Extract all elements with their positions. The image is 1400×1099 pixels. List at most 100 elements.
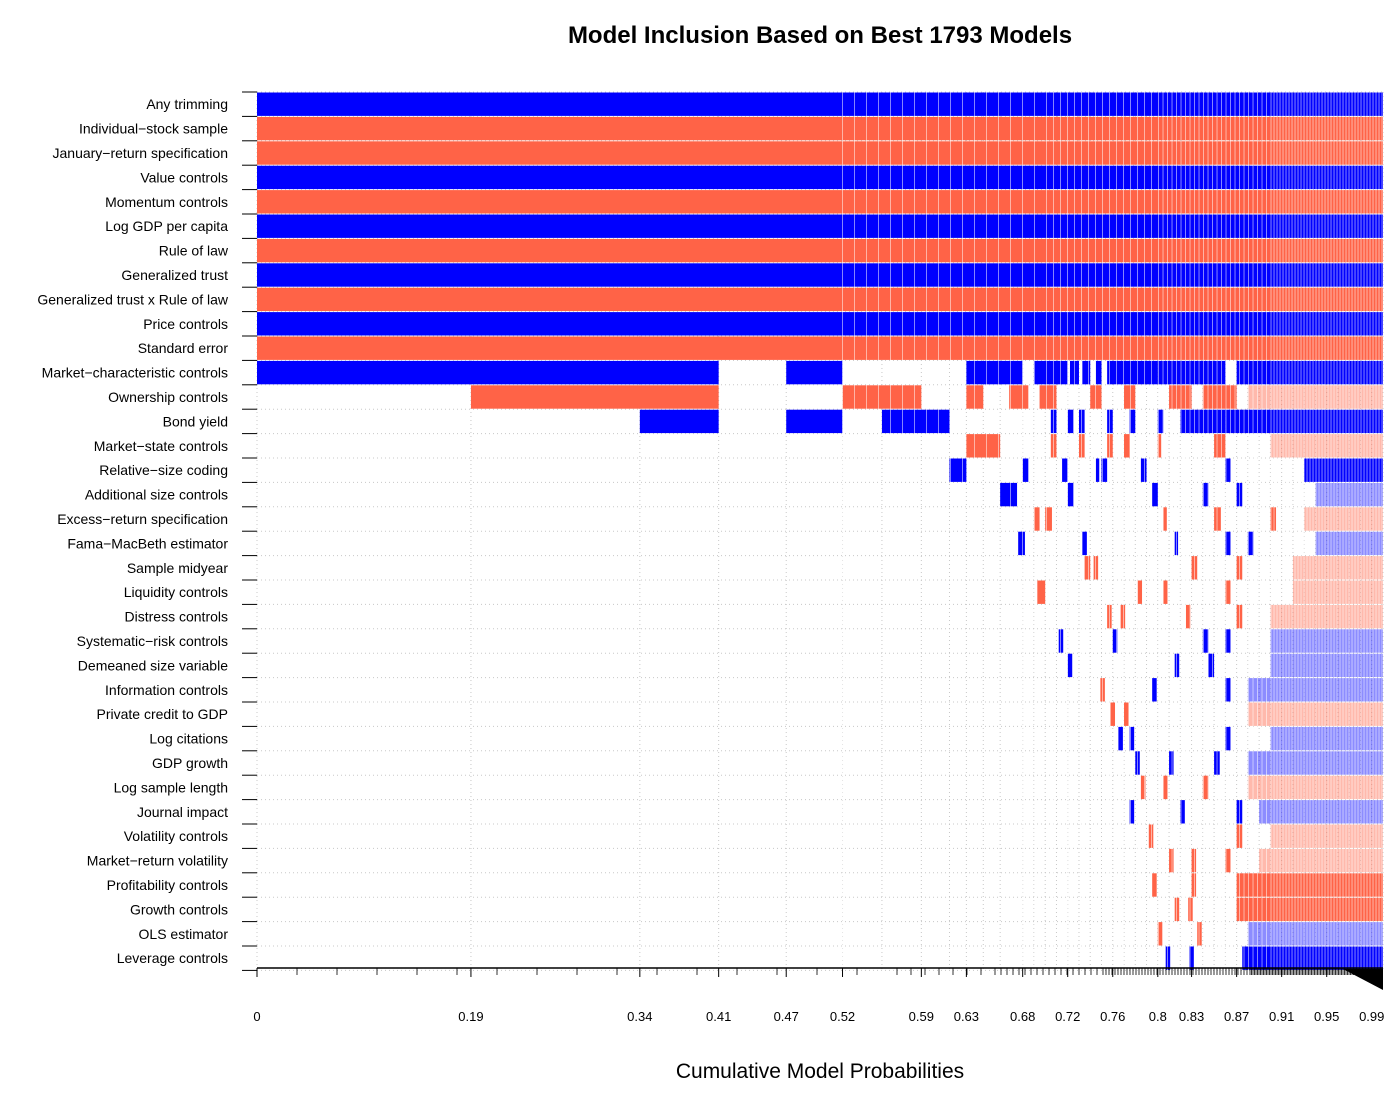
chart-title: Model Inclusion Based on Best 1793 Model… [568,22,1072,49]
variable-label: Log sample length [114,779,228,795]
inclusion-cell [1169,751,1174,775]
inclusion-cell [1270,629,1383,653]
inclusion-cell [966,360,1023,385]
x-tick-label: 0.91 [1269,1009,1294,1024]
inclusion-cell [257,263,1383,287]
inclusion-cell [1157,922,1163,946]
inclusion-cell [1009,385,1029,409]
inclusion-cell [1191,848,1197,873]
inclusion-cell [257,190,1383,214]
inclusion-cell [1202,629,1209,653]
inclusion-cell [1101,458,1108,482]
inclusion-cell [786,360,843,385]
inclusion-cell [1129,800,1135,824]
variable-label: Any trimming [146,96,228,112]
inclusion-cell [1169,848,1174,873]
variable-label: Demeaned size variable [78,657,228,673]
inclusion-cell [1174,897,1180,922]
x-tick-label: 0.19 [458,1009,483,1024]
inclusion-cell [1082,360,1091,385]
inclusion-cell [257,92,1383,116]
inclusion-cell [1247,678,1383,702]
inclusion-cell [1140,458,1147,482]
inclusion-cell [1270,434,1383,458]
inclusion-cell [1062,458,1068,482]
inclusion-cell [1045,507,1052,531]
inclusion-cell [1202,385,1237,409]
inclusion-cell [1188,897,1193,922]
variable-label: Individual−stock sample [79,121,228,137]
inclusion-cell [1067,409,1074,434]
inclusion-cell [1259,800,1383,824]
variable-label: Market−state controls [94,438,228,454]
inclusion-cell [1185,604,1191,629]
inclusion-cell [1165,946,1171,970]
inclusion-cell [1270,604,1383,629]
inclusion-cell [1148,824,1154,848]
inclusion-cell [1304,507,1383,531]
variable-label: Liquidity controls [124,584,228,600]
inclusion-cell [257,336,1383,360]
x-tick-label: 0.47 [774,1009,799,1024]
variable-label: January−return specification [53,145,229,161]
x-tick-label: 0.34 [627,1009,652,1024]
variable-label: Price controls [143,316,228,332]
x-tick-label: 0.41 [706,1009,731,1024]
inclusion-cell [1152,873,1157,897]
inclusion-cell [1157,360,1226,385]
inclusion-cell [1022,458,1029,482]
inclusion-cell [1124,385,1136,409]
inclusion-cell [1140,775,1146,800]
inclusion-cell [1214,507,1221,531]
inclusion-cell [1225,629,1231,653]
inclusion-cell [1197,922,1202,946]
inclusion-cell [949,458,967,482]
inclusion-cell [1180,800,1185,824]
inclusion-cell [257,116,1383,141]
inclusion-cell [1124,434,1130,458]
variable-label: Sample midyear [127,560,228,576]
variable-label: Market−return volatility [87,853,228,869]
inclusion-cell [1270,726,1383,751]
inclusion-cell [1082,531,1087,556]
inclusion-cell [1259,848,1383,873]
inclusion-cells [257,92,1383,971]
inclusion-cell [1095,360,1102,385]
x-tick-label: 0.68 [1010,1009,1035,1024]
inclusion-cell [639,409,719,434]
variable-label: Ownership controls [108,389,228,405]
inclusion-cell [966,434,1001,458]
inclusion-cell [1225,678,1231,702]
x-tick-label: 0.72 [1055,1009,1080,1024]
inclusion-cell [1110,702,1116,726]
variable-label: Private credit to GDP [97,706,229,722]
inclusion-cell [1225,531,1231,556]
inclusion-cell [1360,458,1383,482]
inclusion-cell [1118,726,1123,751]
x-tick-label: 0.83 [1179,1009,1204,1024]
variable-label: Value controls [140,169,228,185]
variable-label: Profitability controls [107,877,228,893]
inclusion-cell [1270,824,1383,848]
variable-label: Information controls [105,682,228,698]
inclusion-cell [1018,531,1025,556]
x-tick-label: 0.95 [1314,1009,1339,1024]
inclusion-cell [1107,434,1113,458]
variable-label: Log citations [149,731,228,747]
inclusion-cell [1214,434,1226,458]
x-axis: 0 0.19 0.34 0.41 0.47 0.52 0.59 0.63 0.68 0.72 0.7… [253,967,1384,1024]
variable-label: Volatility controls [124,828,228,844]
inclusion-cell [257,312,1383,336]
variable-label: Market−characteristic controls [42,365,228,381]
inclusion-cell [1247,531,1254,556]
inclusion-cell [1137,580,1143,604]
inclusion-cell [257,238,1383,263]
inclusion-cell [257,360,719,385]
variable-label: Generalized trust x Rule of law [37,291,229,307]
inclusion-cell [1180,409,1226,434]
variable-label: OLS estimator [139,926,229,942]
variable-label: Bond yield [163,413,228,429]
inclusion-cell [470,385,719,409]
inclusion-cell [1202,482,1209,507]
